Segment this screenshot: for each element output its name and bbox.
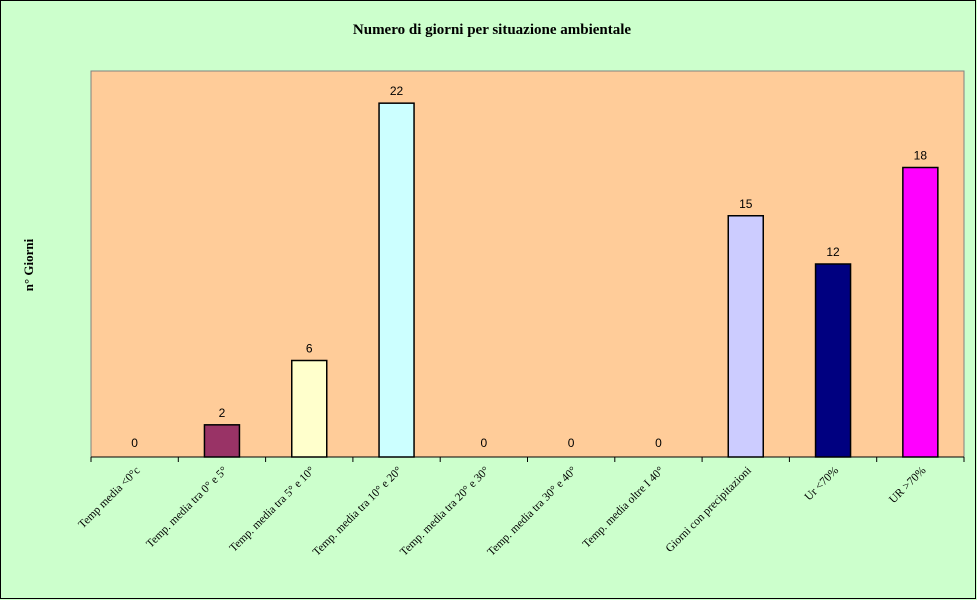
y-axis-label: n° Giorni	[21, 238, 36, 291]
data-label: 0	[568, 436, 575, 450]
bar	[378, 102, 415, 458]
data-label: 6	[306, 342, 313, 356]
bar	[203, 424, 241, 458]
data-label: 22	[390, 84, 404, 98]
bar	[902, 166, 939, 458]
bar	[291, 359, 328, 458]
data-label: 15	[739, 197, 753, 211]
data-label: 2	[219, 406, 226, 420]
bar	[814, 263, 852, 458]
bar	[727, 215, 764, 458]
bars: 0 2 6 22 0 0 0 15 12 18	[131, 84, 939, 458]
data-label: 0	[481, 436, 488, 450]
data-label: 12	[826, 245, 840, 259]
data-label: 18	[914, 149, 928, 163]
data-label: 0	[131, 436, 138, 450]
chart-title: Numero di giorni per situazione ambienta…	[353, 22, 632, 38]
data-label: 0	[655, 436, 662, 450]
